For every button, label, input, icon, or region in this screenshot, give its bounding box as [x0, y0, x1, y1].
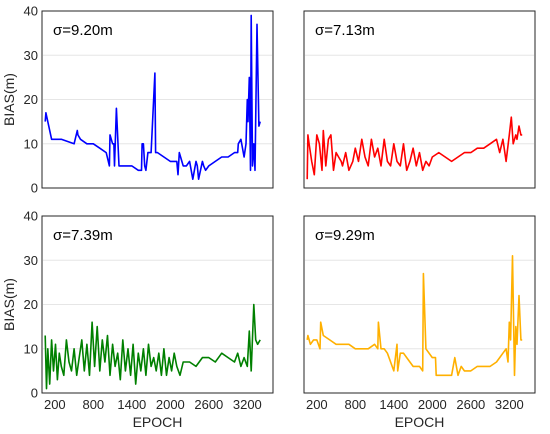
y-tick-label: 30: [24, 48, 38, 63]
x-tick-label: 1400: [117, 397, 146, 412]
series-line: [44, 303, 261, 390]
y-tick-label: 0: [31, 181, 38, 196]
x-tick-label: 800: [344, 397, 366, 412]
y-tick-label: 0: [31, 386, 38, 401]
series-line: [306, 255, 523, 377]
y-tick-label: 40: [24, 4, 38, 19]
x-tick-label: 200: [44, 397, 66, 412]
x-tick-label: 1400: [379, 397, 408, 412]
y-tick-label: 30: [24, 253, 38, 268]
sigma-annotation: σ=7.39m: [53, 227, 113, 244]
x-tick-label: 3200: [233, 397, 262, 412]
sigma-annotation: σ=7.13m: [315, 22, 375, 39]
x-axis-label: EPOCH: [395, 414, 445, 430]
y-tick-label: 20: [24, 92, 38, 107]
y-tick-label: 10: [24, 136, 38, 151]
series-line: [44, 14, 261, 180]
y-tick-label: 40: [24, 209, 38, 224]
y-tick-label: 10: [24, 341, 38, 356]
x-tick-label: 200: [306, 397, 328, 412]
series-line: [306, 116, 523, 180]
y-axis-label: BIAS(m): [1, 278, 17, 331]
sigma-annotation: σ=9.20m: [53, 22, 113, 39]
panel-bottom-left: BIAS(m) EPOCH 0 10 20 30 40 200 800 1400 2000 260…: [1, 209, 274, 430]
x-tick-label: 3200: [495, 397, 524, 412]
x-tick-label: 800: [82, 397, 104, 412]
x-axis-label: EPOCH: [133, 414, 183, 430]
x-tick-label: 2000: [156, 397, 185, 412]
panel-top-left: BIAS(m) 0 10 20 30 40 σ=9.20m: [1, 4, 274, 196]
x-tick-label: 2600: [194, 397, 223, 412]
panel-bottom-right: EPOCH 200 800 1400 2000 2600 3200 σ=9.29m: [303, 215, 536, 430]
x-tick-label: 2600: [456, 397, 485, 412]
panel-top-right: σ=7.13m: [303, 10, 536, 189]
sigma-annotation: σ=9.29m: [315, 227, 375, 244]
y-axis-label: BIAS(m): [1, 73, 17, 126]
y-tick-label: 20: [24, 297, 38, 312]
x-tick-label: 2000: [418, 397, 447, 412]
